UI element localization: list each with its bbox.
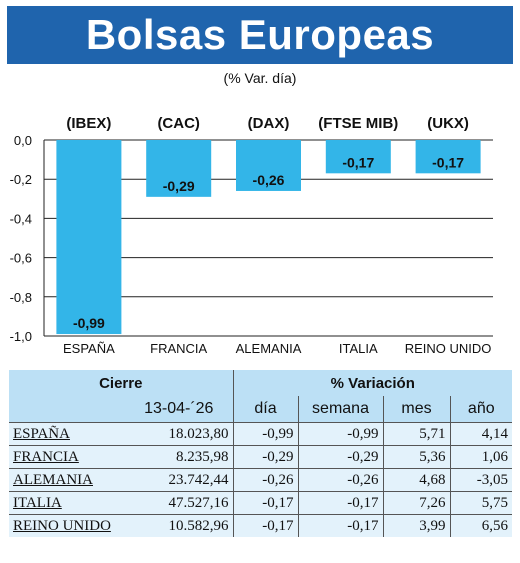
bar (325, 140, 391, 174)
index-label: (DAX) (248, 115, 290, 132)
bar (56, 140, 122, 335)
data-label: -0,29 (163, 178, 195, 194)
row-anio: 6,56 (449, 514, 513, 537)
x-tick-label: ESPAÑA (63, 341, 115, 356)
row-country: ALEMANIA (9, 468, 125, 492)
page-title: Bolsas Europeas (85, 11, 435, 58)
table-row: ESPAÑA 18.023,80 -0,99 -0,99 5,71 4,14 (9, 422, 513, 446)
header-semana: semana (297, 396, 384, 423)
index-label: (IBEX) (66, 115, 111, 132)
row-dia: -0,26 (232, 468, 299, 492)
row-semana: -0,29 (297, 445, 384, 469)
table-subheader-row: 13-04-´26 día semana mes año (9, 396, 513, 423)
y-tick-label: -0,6 (10, 251, 32, 266)
row-mes: 5,36 (382, 445, 451, 469)
row-semana: -0,17 (297, 491, 384, 515)
row-country: REINO UNIDO (9, 514, 125, 537)
table-row: ALEMANIA 23.742,44 -0,26 -0,26 4,68 -3,0… (9, 468, 513, 492)
header-date: 13-04-´26 (144, 400, 214, 417)
y-tick-label: -0,4 (10, 211, 32, 226)
row-country: ITALIA (9, 491, 125, 515)
row-country: FRANCIA (9, 445, 125, 469)
header-cierre: Cierre (99, 374, 143, 392)
data-label: -0,99 (73, 315, 105, 331)
bar-chart: 0,0 -0,2 -0,4 -0,6 -0,8 -1,0 (IBEX) -0,99 ESPAÑA… (10, 115, 493, 356)
row-cierre: 8.235,98 (125, 445, 234, 469)
x-tick-label: REINO UNIDO (405, 341, 492, 356)
data-label: -0,17 (432, 154, 464, 170)
row-mes: 4,68 (382, 468, 451, 492)
header-mes: mes (382, 396, 451, 423)
row-dia: -0,29 (232, 445, 299, 469)
row-anio: 1,06 (449, 445, 513, 469)
y-tick-label: 0,0 (14, 133, 32, 148)
row-semana: -0,99 (297, 422, 384, 446)
row-dia: -0,99 (232, 422, 299, 446)
data-label: -0,17 (342, 154, 374, 170)
index-label: (FTSE MIB) (318, 115, 398, 132)
index-label: (CAC) (157, 115, 200, 132)
row-cierre: 23.742,44 (125, 468, 234, 492)
row-country: ESPAÑA (9, 422, 125, 446)
bar (415, 140, 481, 174)
title-banner: Bolsas Europeas (7, 6, 513, 64)
row-cierre: 10.582,96 (125, 514, 234, 537)
row-mes: 5,71 (382, 422, 451, 446)
data-label: -0,26 (253, 172, 285, 188)
table-row: REINO UNIDO 10.582,96 -0,17 -0,17 3,99 6… (9, 514, 513, 537)
table-row: FRANCIA 8.235,98 -0,29 -0,29 5,36 1,06 (9, 445, 513, 469)
header-anio: año (449, 396, 513, 423)
row-dia: -0,17 (232, 514, 299, 537)
row-anio: -3,05 (449, 468, 513, 492)
row-dia: -0,17 (232, 491, 299, 515)
row-anio: 4,14 (449, 422, 513, 446)
bar (146, 140, 212, 197)
row-semana: -0,26 (297, 468, 384, 492)
row-anio: 5,75 (449, 491, 513, 515)
y-tick-label: -0,8 (10, 290, 32, 305)
row-cierre: 47.527,16 (125, 491, 234, 515)
table-header-row: Cierre % Variación (9, 370, 513, 396)
market-table: Cierre % Variación 13-04-´26 día semana … (9, 370, 513, 537)
header-dia: día (232, 396, 299, 423)
row-cierre: 18.023,80 (125, 422, 234, 446)
x-tick-label: ALEMANIA (236, 341, 302, 356)
header-variacion: % Variación (232, 370, 513, 396)
y-tick-label: -1,0 (10, 329, 32, 344)
y-tick-label: -0,2 (10, 172, 32, 187)
index-label: (UKX) (427, 115, 469, 132)
row-mes: 3,99 (382, 514, 451, 537)
bar (236, 140, 301, 191)
x-tick-label: FRANCIA (150, 341, 207, 356)
x-tick-label: ITALIA (339, 341, 378, 356)
row-semana: -0,17 (297, 514, 384, 537)
table-row: ITALIA 47.527,16 -0,17 -0,17 7,26 5,75 (9, 491, 513, 515)
row-mes: 7,26 (382, 491, 451, 515)
chart-subtitle: (% Var. día) (223, 70, 297, 86)
